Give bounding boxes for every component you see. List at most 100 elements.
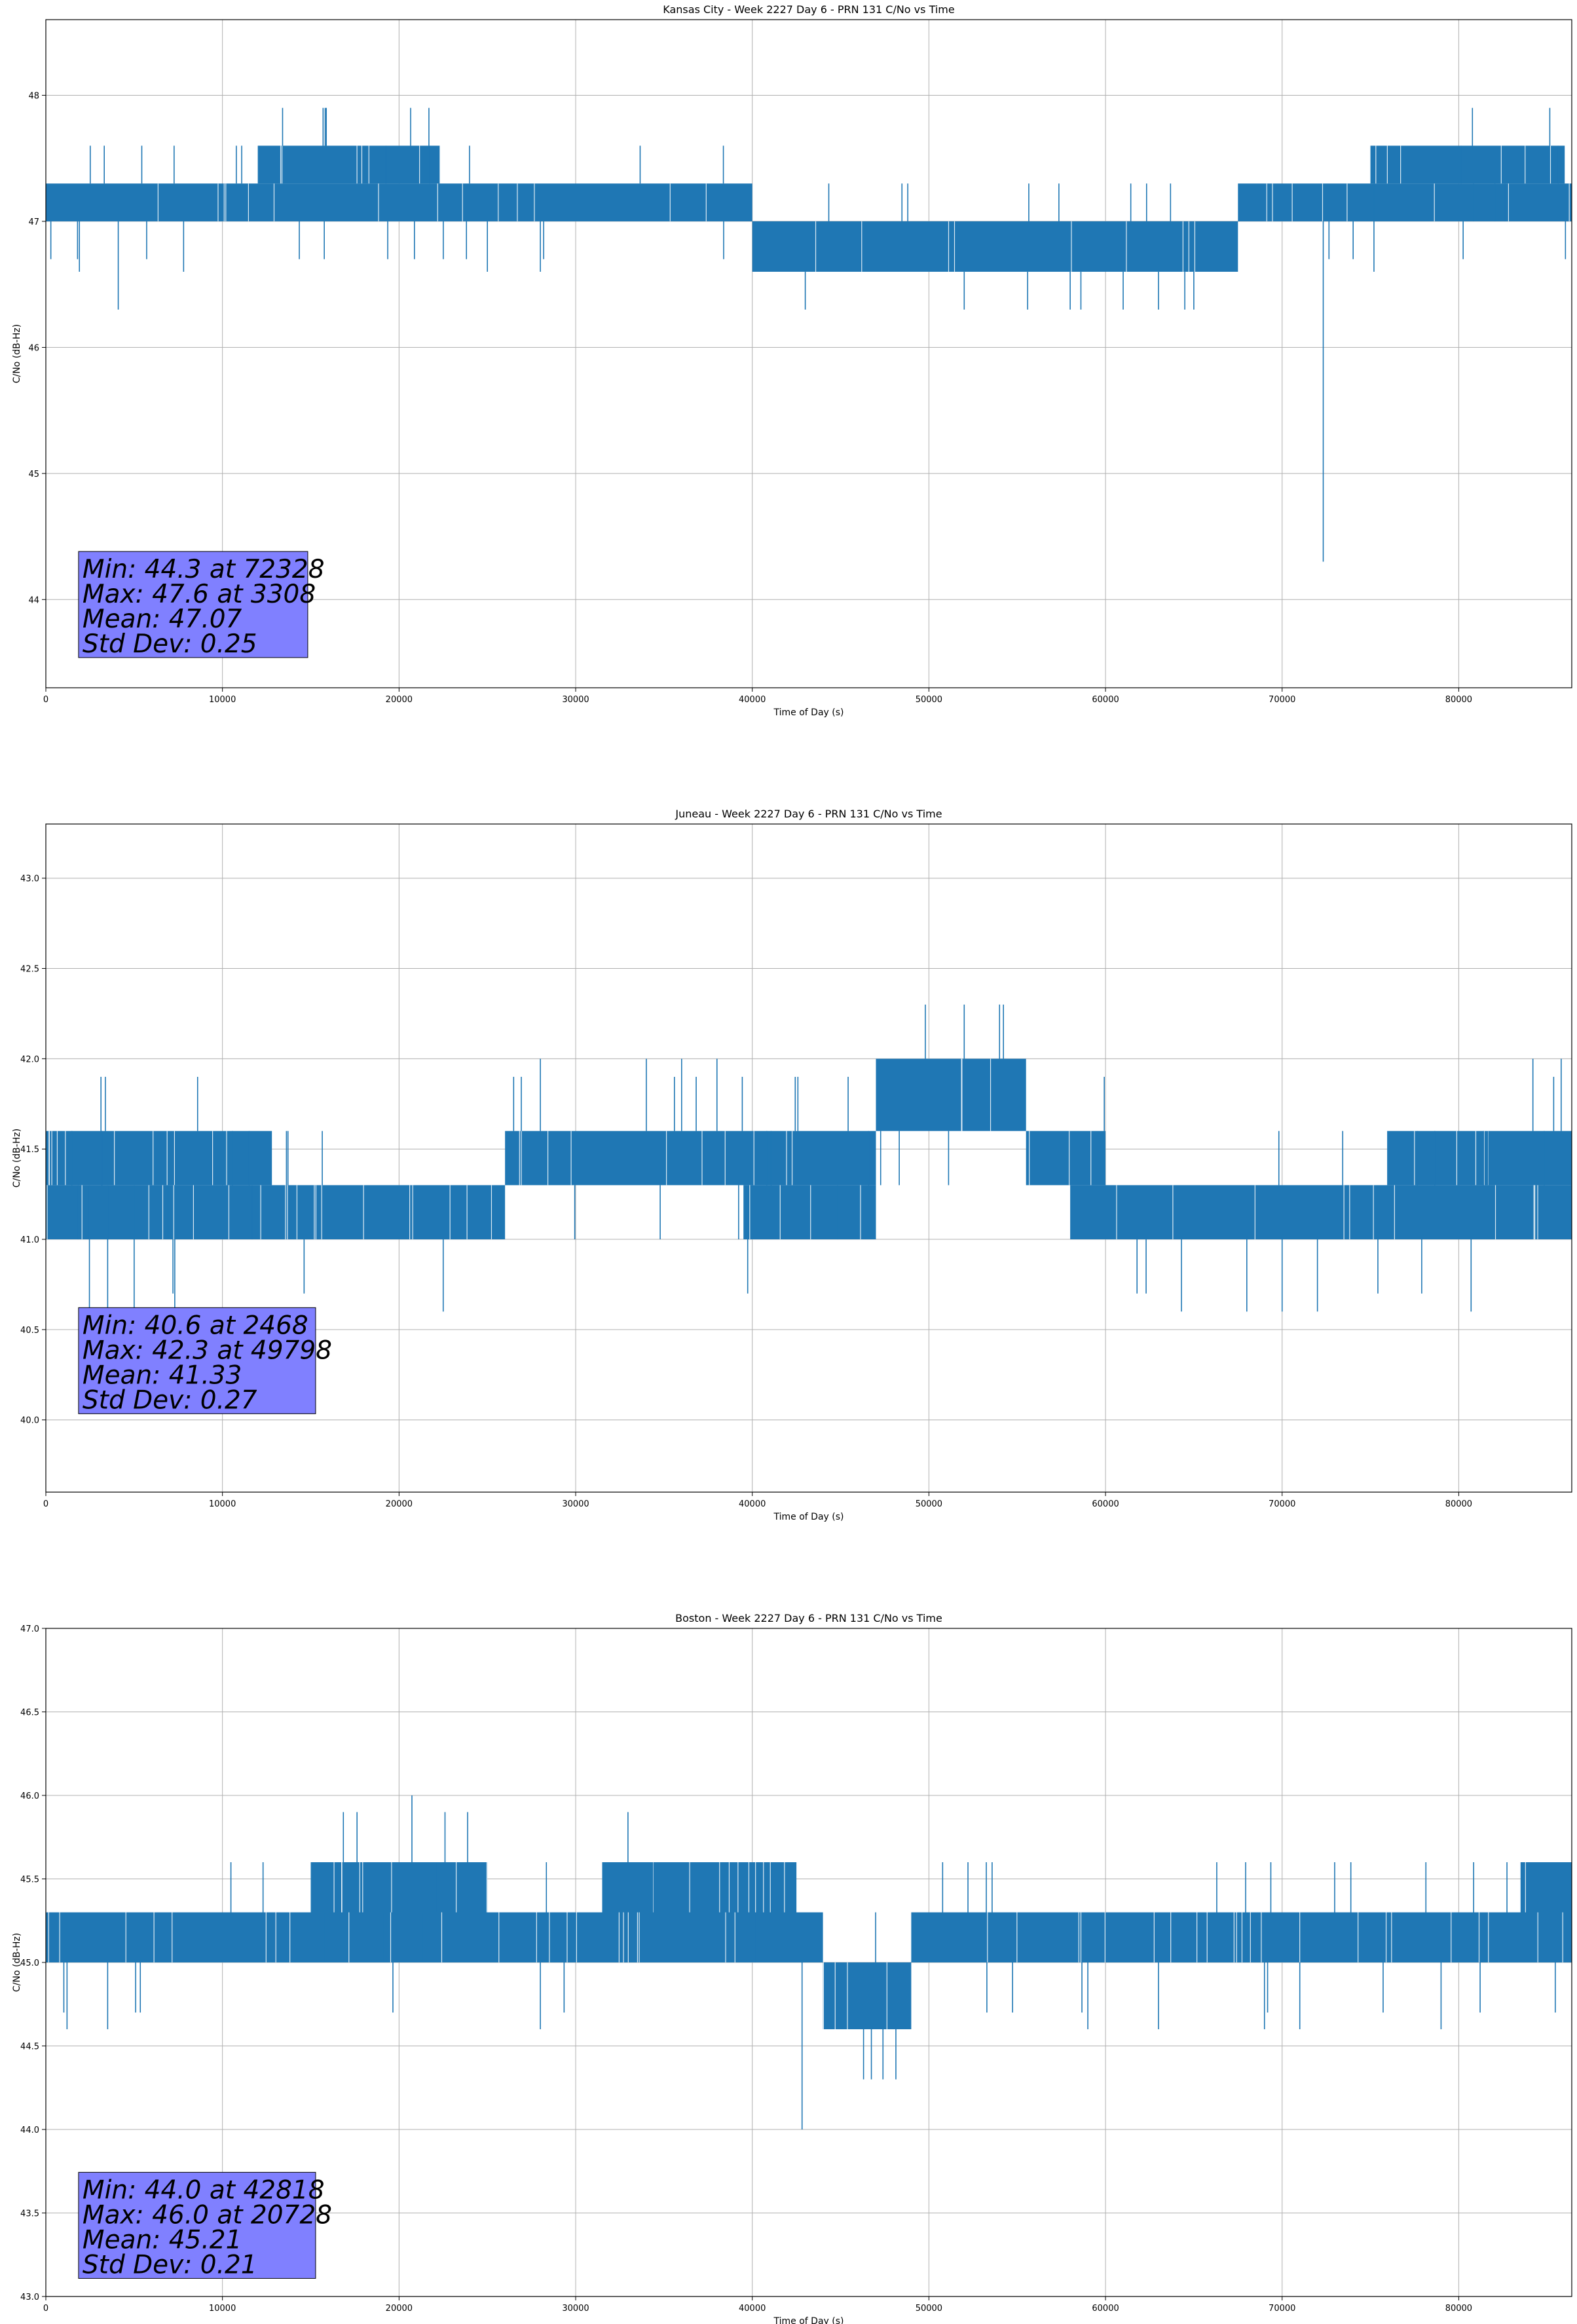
stats-mean: Mean: 45.21 (83, 2225, 242, 2255)
band-gap (1537, 1185, 1538, 1240)
data-band (743, 1185, 876, 1240)
series-line (46, 1004, 1572, 1312)
band-gap (1525, 1862, 1526, 1913)
stats-mean: Mean: 47.07 (83, 605, 242, 634)
band-gap (749, 1185, 751, 1240)
stats-std: Std Dev: 0.25 (83, 629, 257, 659)
y-tick-label: 42.0 (20, 1055, 39, 1064)
stats-max: Max: 42.3 at 49798 (83, 1336, 332, 1365)
band-gap (1090, 1131, 1092, 1186)
band-gap (724, 1131, 726, 1186)
data-band (1026, 1131, 1106, 1186)
band-gap (1549, 145, 1551, 184)
band-gap (1299, 1912, 1301, 1962)
x-tick-label: 60000 (1092, 695, 1119, 705)
band-gap (1391, 1912, 1392, 1962)
band-gap (666, 1131, 667, 1186)
band-gap (212, 1131, 213, 1186)
band-gap (1494, 1185, 1496, 1240)
y-tick-label: 42.5 (20, 965, 39, 975)
stats-box (78, 2171, 316, 2279)
x-tick-label: 80000 (1445, 1499, 1472, 1509)
band-gap (987, 1912, 988, 1962)
x-tick-label: 50000 (916, 2304, 942, 2314)
stats-max: Max: 47.6 at 3308 (83, 580, 316, 609)
y-tick-label: 40.0 (20, 1416, 39, 1426)
y-tick-label: 44 (28, 595, 39, 605)
band-gap (289, 1912, 291, 1962)
x-tick-label: 70000 (1269, 1499, 1295, 1509)
stats-min: Min: 44.0 at 42818 (83, 2175, 325, 2205)
data-band (46, 1185, 506, 1240)
band-gap (860, 1185, 861, 1240)
band-gap (784, 1862, 785, 1913)
x-tick-label: 40000 (739, 1499, 766, 1509)
y-tick-label: 48 (28, 91, 39, 101)
series-line (46, 1795, 1572, 2129)
x-tick-label: 70000 (1269, 695, 1295, 705)
x-tick-label: 50000 (916, 1499, 942, 1509)
band-gap (1153, 1912, 1155, 1962)
data-band (911, 1912, 1572, 1962)
band-gap (961, 1059, 962, 1131)
band-gap (1500, 145, 1502, 184)
chart-panel-3: 0 10000 20000 30000 40000 50000 60000 70000 8000… (12, 1612, 1572, 2324)
band-gap (419, 145, 420, 184)
band-gap (810, 1185, 811, 1240)
data-band (752, 221, 1238, 272)
band-gap (834, 1962, 836, 2029)
band-gap (248, 183, 249, 221)
band-gap (1508, 183, 1510, 221)
band-gap (719, 1862, 720, 1913)
band-gap (1434, 183, 1435, 221)
data-band (823, 1962, 912, 2029)
band-gap (948, 221, 950, 272)
y-tick-label: 43.0 (20, 874, 39, 884)
band-gap (174, 1131, 176, 1186)
band-gap (689, 1862, 690, 1913)
band-gap (861, 221, 863, 272)
band-gap (265, 1912, 267, 1962)
x-tick-label: 20000 (386, 1499, 413, 1509)
band-gap (763, 1862, 764, 1913)
x-tick-label: 10000 (209, 695, 236, 705)
x-tick-label: 50000 (916, 695, 942, 705)
band-gap (48, 1912, 49, 1962)
band-gap (637, 1912, 639, 1962)
band-gap (491, 1185, 492, 1240)
band-gap (1291, 183, 1293, 221)
y-tick-label: 46 (28, 343, 39, 353)
band-gap (409, 1185, 411, 1240)
band-gap (990, 1059, 992, 1131)
stats-max: Max: 46.0 at 20728 (83, 2200, 332, 2230)
x-axis-label: Time of Day (s) (773, 1512, 844, 1522)
data-band (602, 1862, 797, 1913)
x-tick-label: 80000 (1445, 695, 1472, 705)
band-gap (391, 1862, 392, 1913)
band-gap (333, 1862, 335, 1913)
band-gap (162, 1185, 164, 1240)
band-gap (1414, 1131, 1415, 1186)
x-axis-label: Time of Day (s) (773, 2316, 844, 2324)
x-tick-label: 70000 (1269, 2304, 1295, 2314)
y-tick-label: 46.0 (20, 1791, 39, 1801)
data-band (1238, 183, 1572, 221)
x-tick-label: 40000 (739, 2304, 766, 2314)
band-gap (498, 1912, 500, 1962)
data-band (1520, 1862, 1572, 1913)
band-gap (1483, 1131, 1485, 1186)
y-tick-label: 41.0 (20, 1235, 39, 1245)
band-gap (1488, 1912, 1489, 1962)
x-tick-label: 60000 (1092, 2304, 1119, 2314)
band-gap (348, 1912, 350, 1962)
x-tick-label: 30000 (562, 2304, 589, 2314)
band-gap (1346, 183, 1348, 221)
band-gap (48, 1131, 50, 1186)
band-gap (1386, 145, 1388, 184)
band-gap (280, 145, 282, 184)
band-gap (652, 1862, 654, 1913)
data-band (876, 1059, 1026, 1131)
band-gap (363, 1185, 364, 1240)
